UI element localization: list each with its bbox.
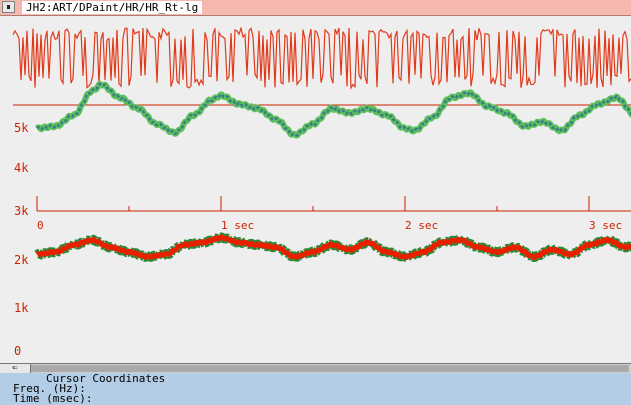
window-title: JH2:ART/DPaint/HR/HR_Rt-lg — [22, 1, 203, 14]
scroll-left-arrow-icon[interactable]: ⇐ — [0, 364, 31, 373]
y-axis-labels: 5k 4k 3k 2k 1k 0 — [14, 121, 29, 358]
time-tick-label: 1 sec — [221, 219, 254, 232]
time-tick-label: 0 — [37, 219, 44, 232]
analysis-plot[interactable]: 0 1 sec 2 sec 3 sec 5k 4k 3k 2k 1k 0 — [0, 16, 631, 362]
time-tick-label: 2 sec — [405, 219, 438, 232]
freq-label: Freq. (Hz): — [13, 382, 86, 395]
y-tick-label: 4k — [14, 161, 29, 175]
y-tick-label: 0 — [14, 344, 21, 358]
cursor-coordinates-heading: Cursor Coordinates — [46, 372, 166, 385]
time-label: Time (msec): — [13, 392, 93, 405]
y-tick-label: 2k — [14, 253, 29, 267]
waveform-plot — [12, 26, 631, 90]
time-tick-label: 3 sec — [589, 219, 622, 232]
pitch-plot — [34, 80, 631, 139]
scroll-track[interactable] — [31, 365, 629, 372]
close-gadget-icon[interactable] — [2, 1, 15, 13]
y-tick-label: 5k — [14, 121, 29, 135]
title-bar[interactable]: JH2:ART/DPaint/HR/HR_Rt-lg — [0, 0, 631, 16]
time-axis: 0 1 sec 2 sec 3 sec — [36, 196, 631, 232]
y-tick-label: 3k — [14, 204, 29, 218]
pitch-trace — [36, 82, 631, 137]
y-tick-label: 1k — [14, 301, 29, 315]
formant-plot — [33, 232, 631, 262]
formant-trace — [35, 234, 631, 260]
waveform-trace — [12, 26, 631, 90]
status-panel: Cursor Coordinates Freq. (Hz): Time (mse… — [0, 373, 631, 405]
